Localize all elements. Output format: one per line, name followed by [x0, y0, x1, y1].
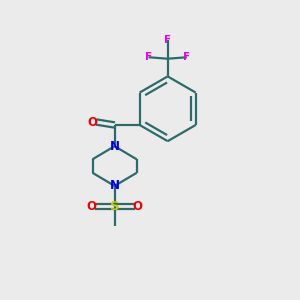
Text: O: O — [133, 200, 142, 213]
Text: F: F — [145, 52, 152, 62]
Text: F: F — [164, 34, 171, 45]
Text: N: N — [110, 179, 120, 192]
Text: S: S — [110, 200, 119, 213]
Text: O: O — [88, 116, 98, 128]
Text: N: N — [110, 140, 120, 153]
Text: O: O — [87, 200, 97, 213]
Text: F: F — [183, 52, 190, 62]
